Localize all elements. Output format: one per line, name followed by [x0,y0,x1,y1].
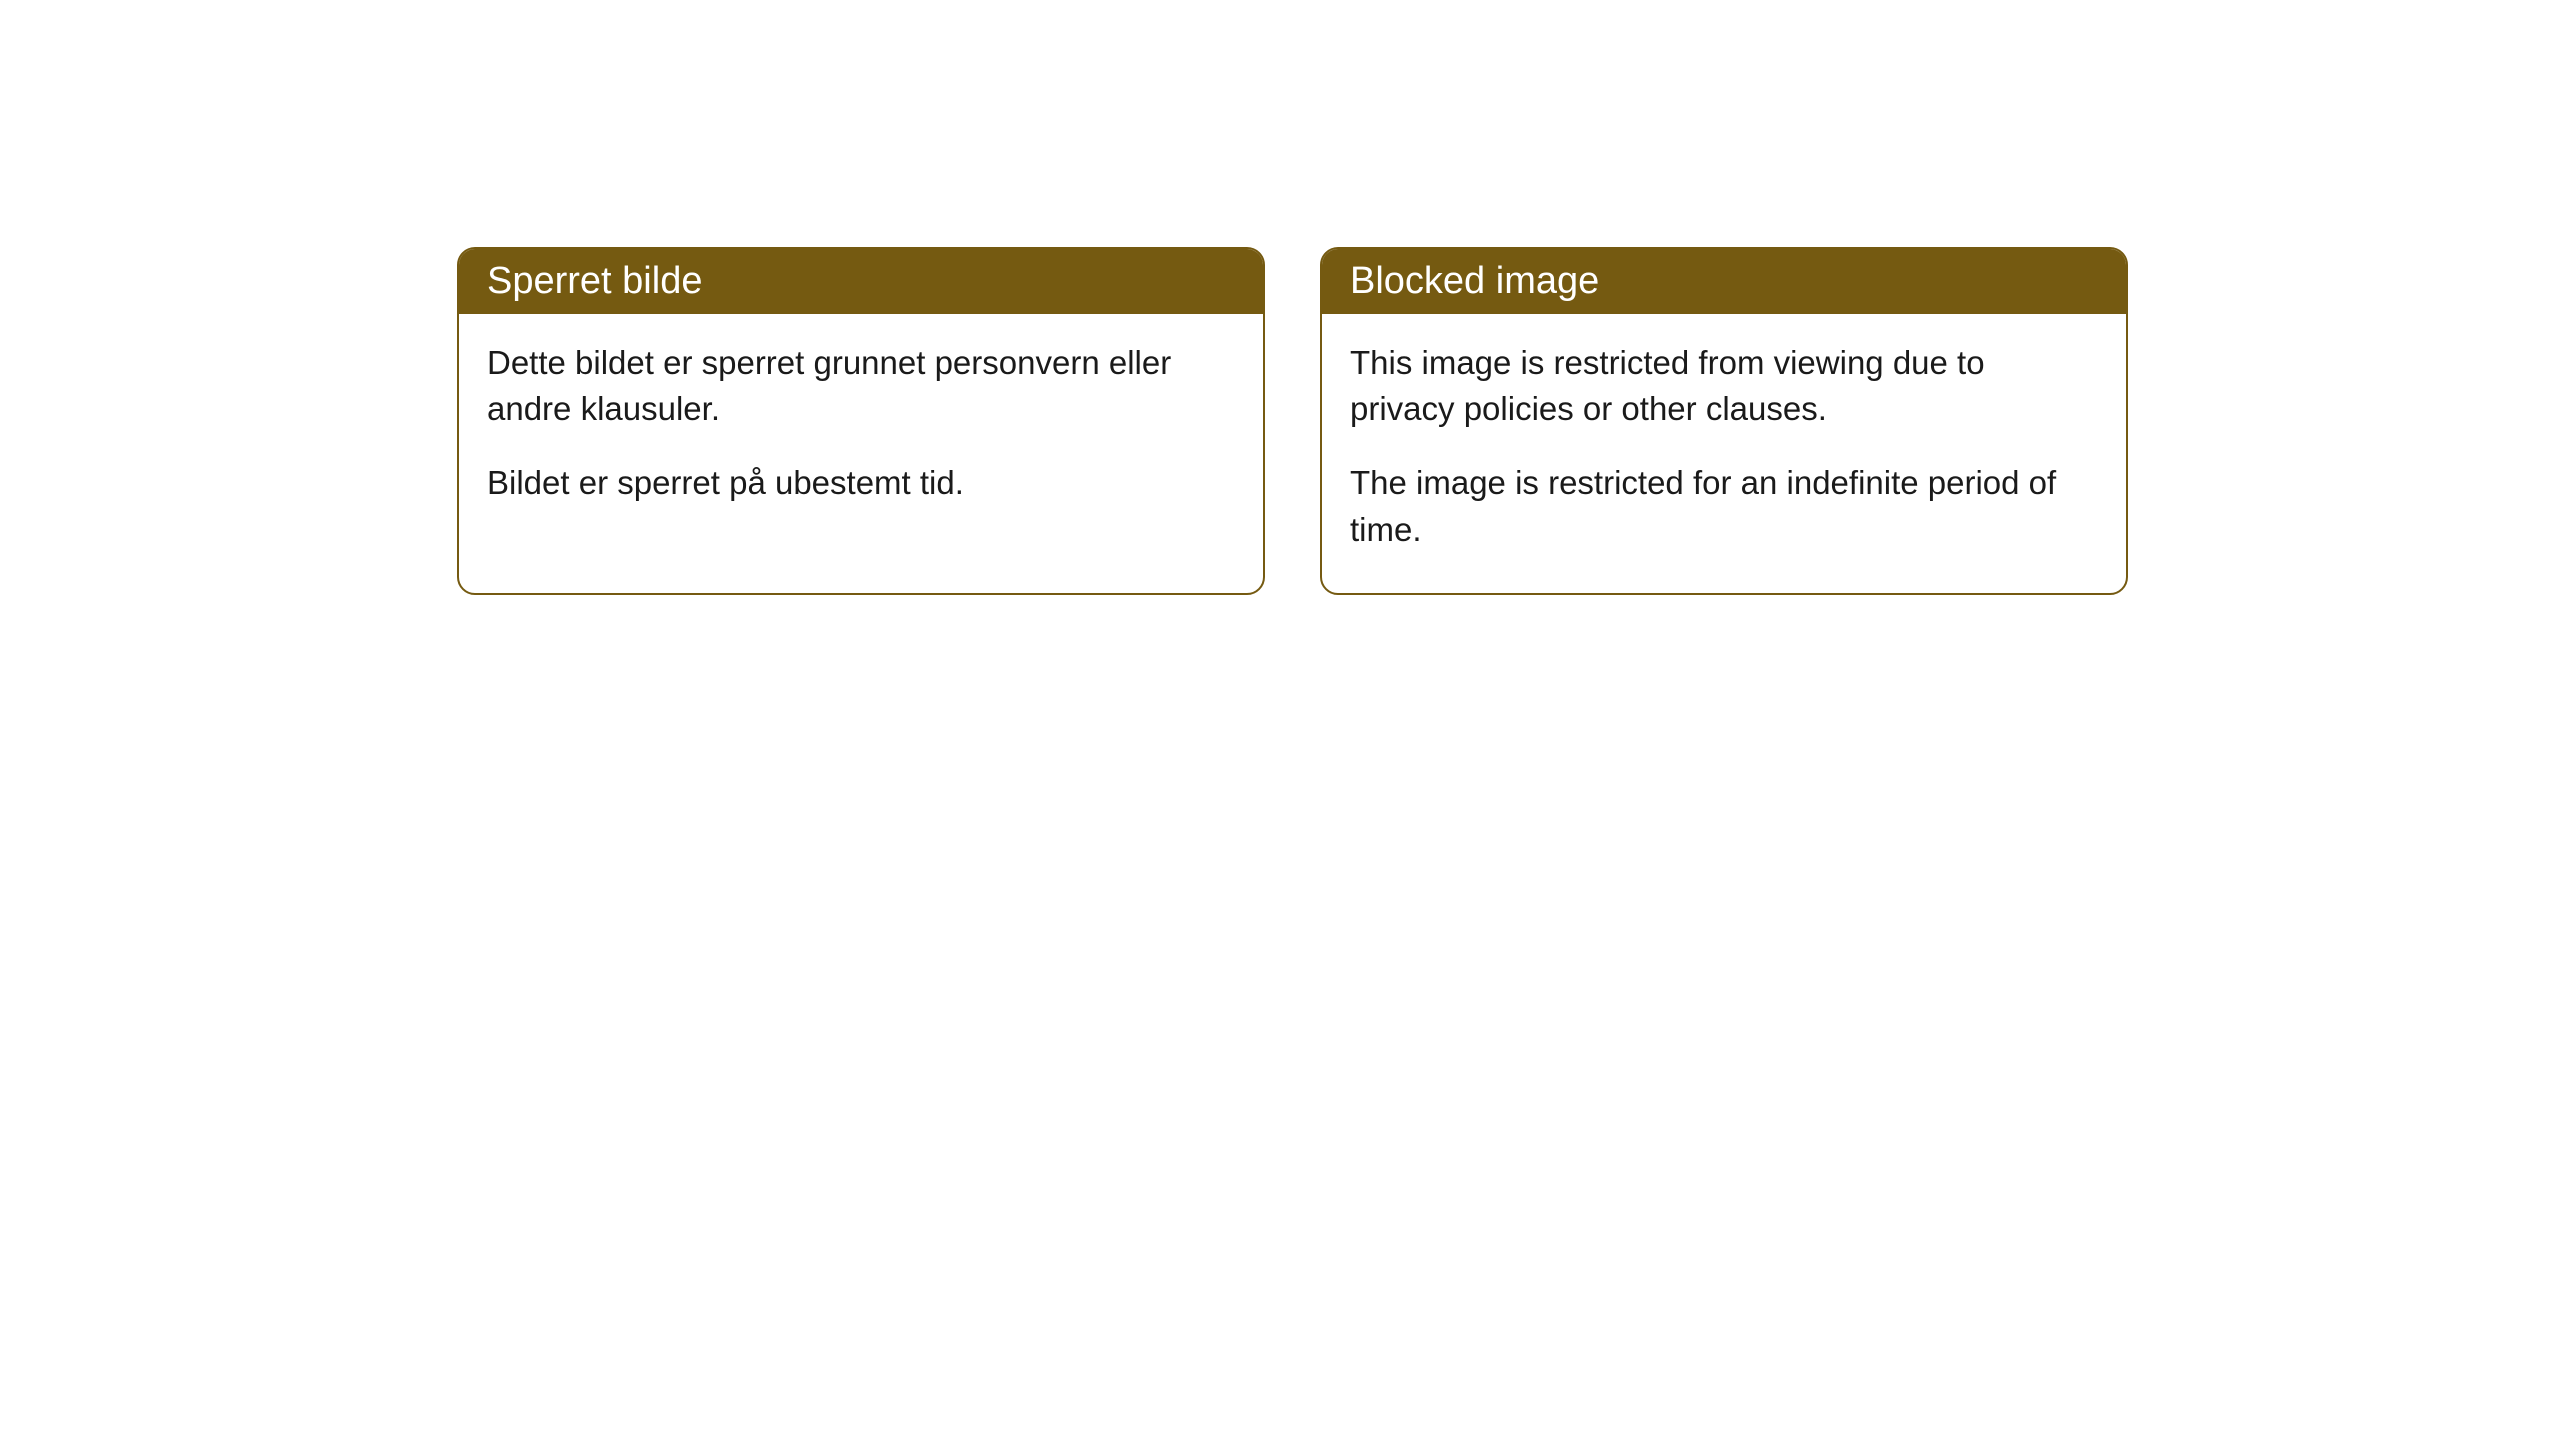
card-header-english: Blocked image [1322,249,2126,314]
card-paragraph-1: Dette bildet er sperret grunnet personve… [487,340,1235,432]
notice-card-norwegian: Sperret bilde Dette bildet er sperret gr… [457,247,1265,595]
notice-cards-container: Sperret bilde Dette bildet er sperret gr… [457,247,2560,595]
card-body-norwegian: Dette bildet er sperret grunnet personve… [459,314,1263,547]
card-title: Blocked image [1350,260,1599,302]
card-body-english: This image is restricted from viewing du… [1322,314,2126,593]
notice-card-english: Blocked image This image is restricted f… [1320,247,2128,595]
card-paragraph-2: The image is restricted for an indefinit… [1350,460,2098,552]
card-title: Sperret bilde [487,260,702,302]
card-paragraph-2: Bildet er sperret på ubestemt tid. [487,460,1235,506]
card-paragraph-1: This image is restricted from viewing du… [1350,340,2098,432]
card-header-norwegian: Sperret bilde [459,249,1263,314]
